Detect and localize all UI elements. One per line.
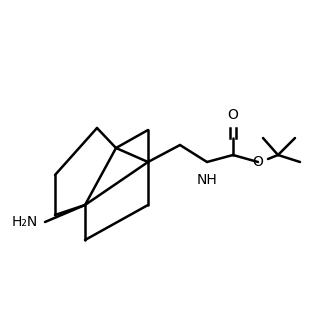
Text: NH: NH — [197, 173, 217, 187]
Text: O: O — [228, 108, 239, 122]
Text: O: O — [252, 155, 263, 169]
Text: H₂N: H₂N — [12, 215, 38, 229]
